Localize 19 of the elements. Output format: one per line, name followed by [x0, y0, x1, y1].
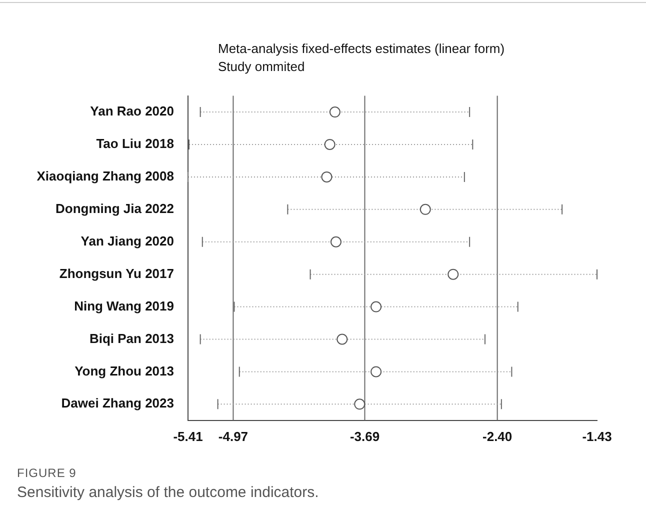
x-tick-label: -3.69: [350, 428, 380, 444]
y-tick-label: Dawei Zhang 2023: [61, 396, 174, 411]
y-tick-label: Dongming Jia 2022: [56, 200, 174, 216]
text: Sensitivity analysis of the outcome indicators.: [17, 484, 319, 501]
x-tick-label: -1.43: [582, 428, 612, 444]
x-tick-label: -5.41: [173, 428, 203, 444]
y-tick-label: Yong Zhou 2013: [74, 363, 174, 378]
caption: FIGURE 9: [17, 466, 78, 480]
y-tick-label: Zhongsun Yu 2017: [59, 266, 174, 281]
y-tick-label: Biqi Pan 2013: [89, 330, 174, 346]
y-tick-label: Tao Liu 2018: [96, 136, 174, 152]
chart-subtitle: Study ommited: [218, 58, 306, 76]
y-tick-label: Yan Jiang 2020: [80, 233, 174, 248]
y-tick-label: Ning Wang 2019: [74, 298, 174, 314]
x-tick-label: -4.97: [218, 428, 248, 444]
y-tick-label: Xiaoqiang Zhang 2008: [36, 168, 174, 184]
chart-title: Meta-analysis fixed-effects estimates (linear form): [218, 40, 505, 58]
x-tick-label: -2.40: [482, 428, 512, 444]
y-tick-label: Yan Rao 2020: [90, 104, 174, 119]
